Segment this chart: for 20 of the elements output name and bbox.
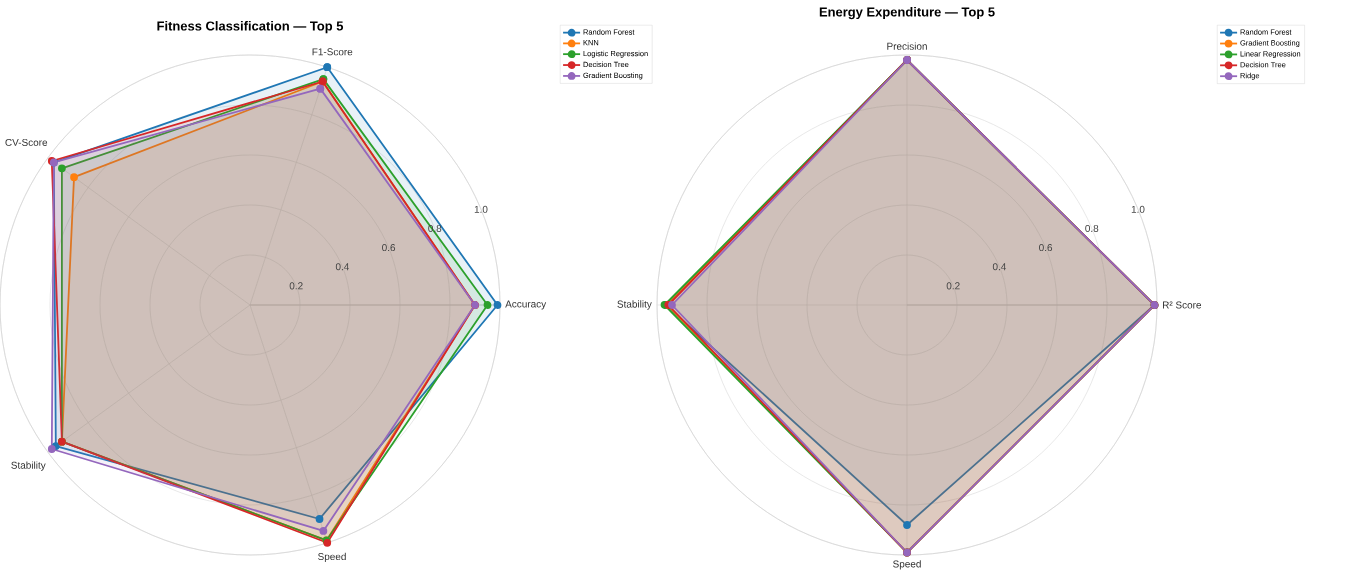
chart-title: Energy Expenditure — Top 5	[819, 7, 995, 20]
spoke-label: F1-Score	[312, 48, 353, 56]
spoke-label: CV-Score	[5, 138, 48, 146]
y-tick-label: 0.4	[335, 263, 350, 271]
spoke-label: Speed	[893, 560, 921, 570]
spoke-label: Precision	[887, 42, 927, 50]
y-tick-label: 0.2	[289, 282, 303, 290]
chart-title: Fitness Classification — Top 5	[157, 21, 344, 34]
y-tick-label: 1.0	[474, 205, 488, 213]
y-tick-label: 0.2	[946, 282, 960, 290]
spoke-label: Stability	[617, 300, 652, 310]
spoke-label: Stability	[11, 461, 46, 471]
y-tick-label: 0.4	[992, 263, 1007, 271]
spoke-label: Accuracy	[505, 300, 547, 310]
y-tick-label: 0.8	[1085, 224, 1099, 232]
y-tick-label: 1.0	[1131, 205, 1145, 213]
y-tick-label: 0.6	[1039, 244, 1053, 252]
spoke-label: R² Score	[1163, 301, 1202, 309]
y-tick-label: 0.6	[382, 244, 396, 252]
spoke-label: Speed	[318, 552, 346, 563]
